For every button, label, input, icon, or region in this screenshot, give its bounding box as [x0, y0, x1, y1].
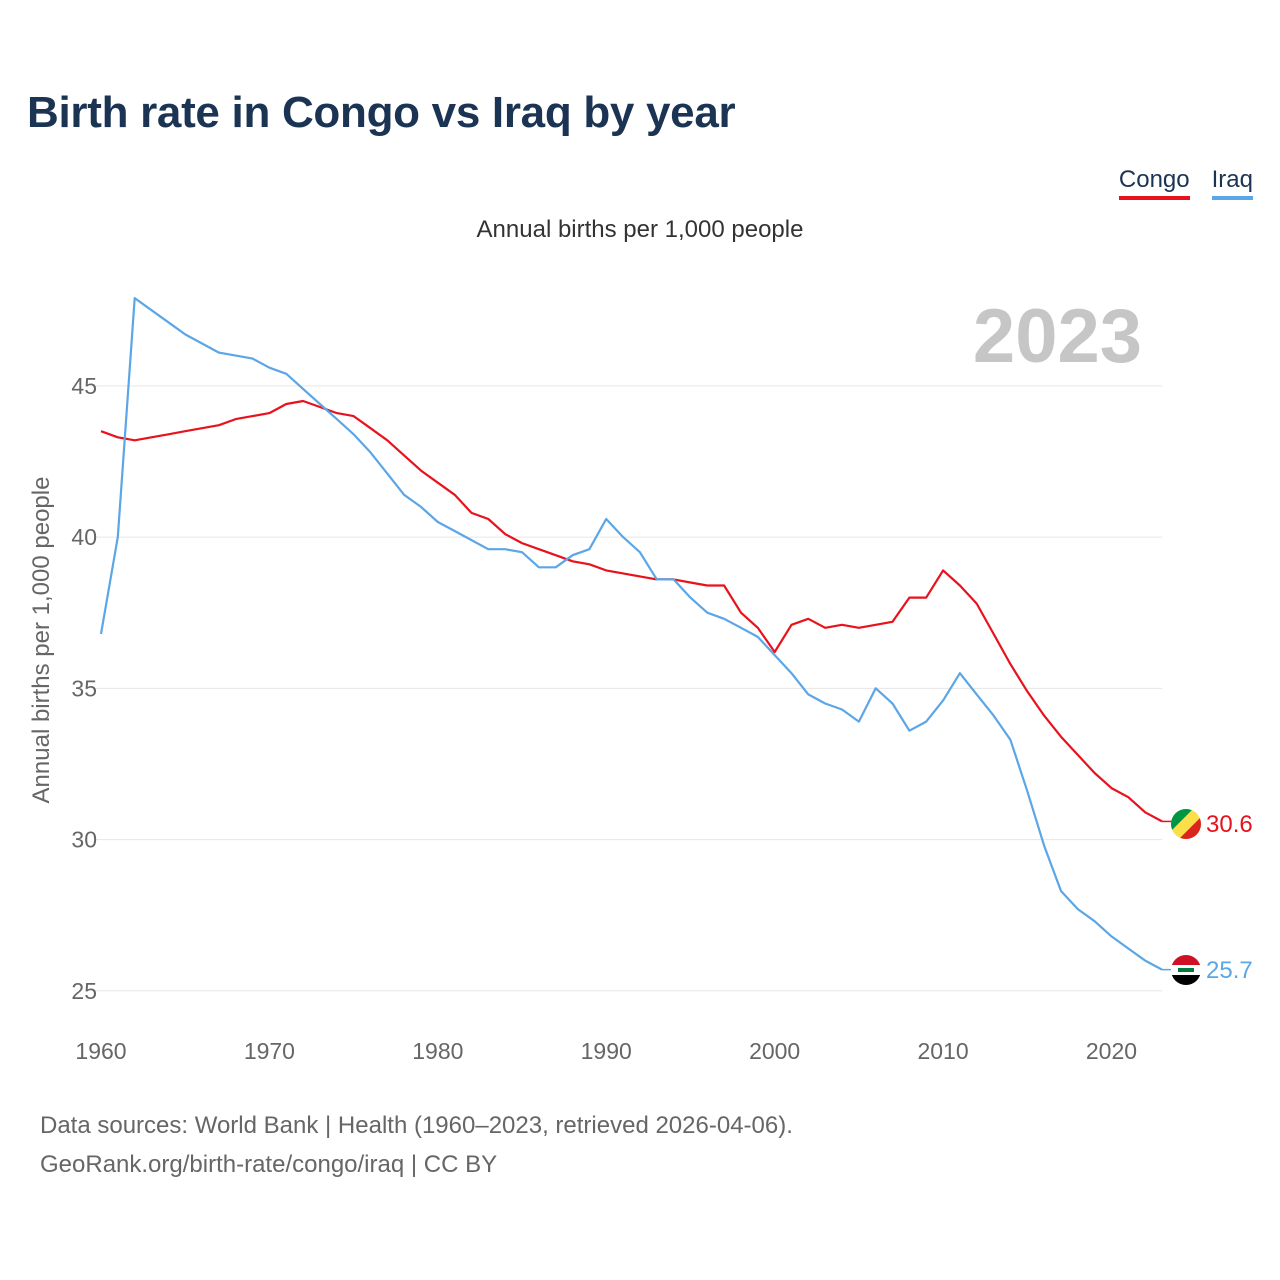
- legend-item-iraq[interactable]: Iraq: [1211, 166, 1253, 200]
- x-tick-label: 2010: [917, 1038, 968, 1064]
- legend-item-congo[interactable]: Congo: [1118, 166, 1190, 200]
- x-tick-label: 2020: [1086, 1038, 1137, 1064]
- x-axis-ticks: 1960 1970 1980 1990 2000 2010 2020: [75, 1038, 1137, 1064]
- y-tick-label: 30: [71, 827, 97, 853]
- y-tick-label: 40: [71, 524, 97, 550]
- legend: Congo Iraq: [1118, 166, 1253, 200]
- congo-flag-icon: [1171, 809, 1201, 839]
- iraq-flag-icon: [1171, 955, 1201, 985]
- url-line[interactable]: GeoRank.org/birth-rate/congo/iraq | CC B…: [40, 1151, 498, 1178]
- year-overlay: 2023: [972, 294, 1142, 379]
- congo-end-value: 30.6: [1206, 811, 1253, 838]
- series-lines: [99, 297, 1172, 971]
- x-tick-label: 1970: [244, 1038, 295, 1064]
- y-tick-label: 45: [71, 373, 97, 399]
- y-tick-label: 25: [71, 978, 97, 1004]
- series-line-iraq[interactable]: [99, 297, 1163, 971]
- chart-title: Birth rate in Congo vs Iraq by year: [27, 88, 736, 137]
- y-axis-ticks: 25 30 35 40 45: [71, 373, 97, 1004]
- x-tick-label: 1990: [581, 1038, 632, 1064]
- series-line-congo[interactable]: [100, 399, 1163, 823]
- x-tick-label: 1960: [75, 1038, 126, 1064]
- x-tick-label: 2000: [749, 1038, 800, 1064]
- grid-lines: [95, 385, 1162, 992]
- y-tick-label: 35: [71, 675, 97, 701]
- chart-subtitle: Annual births per 1,000 people: [476, 216, 804, 243]
- x-tick-label: 1980: [412, 1038, 463, 1064]
- data-sources: Data sources: World Bank | Health (1960–…: [40, 1106, 793, 1184]
- iraq-end-value: 25.7: [1206, 957, 1253, 984]
- source-line: Data sources: World Bank | Health (1960–…: [40, 1112, 793, 1139]
